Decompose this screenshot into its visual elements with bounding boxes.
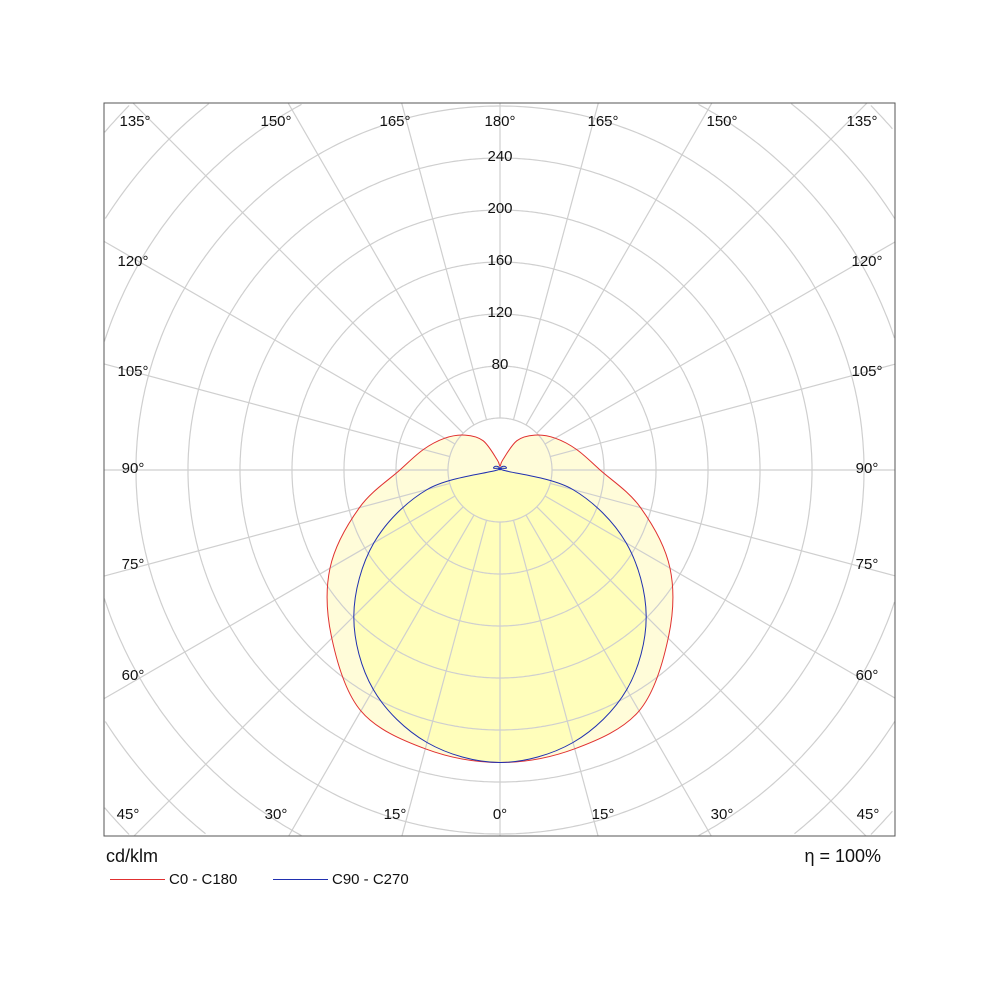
angle-label: 90° — [122, 460, 145, 477]
angle-label: 165° — [587, 113, 618, 130]
grid-spoke — [401, 520, 488, 836]
angle-label: 105° — [851, 363, 882, 380]
radial-tick-label: 200 — [487, 200, 512, 217]
angle-label: 30° — [265, 806, 288, 823]
grid-ring-400 — [104, 105, 893, 835]
angle-label: 60° — [122, 667, 145, 684]
radial-tick-label: 160 — [487, 252, 512, 269]
grid-spoke — [550, 363, 895, 458]
angle-label: 150° — [260, 113, 291, 130]
grid-spoke — [104, 363, 450, 458]
grid-spoke — [536, 506, 867, 836]
plot-frame — [103, 102, 896, 837]
grid-spoke — [104, 482, 450, 577]
grid-spoke — [512, 520, 599, 836]
angle-label: 30° — [711, 806, 734, 823]
legend-label: C90 - C270 — [332, 871, 409, 888]
grid-spoke — [550, 482, 895, 577]
grid-spoke — [133, 506, 464, 836]
angle-label: 15° — [592, 806, 615, 823]
grid-spoke — [287, 103, 475, 426]
legend-item-c0-c180: C0 - C180 — [110, 871, 237, 888]
angle-label: 180° — [484, 113, 515, 130]
radial-tick-label: 240 — [487, 148, 512, 165]
angle-label: 45° — [117, 806, 140, 823]
radial-tick-label: 120 — [487, 304, 512, 321]
grid-spoke — [512, 103, 599, 420]
angle-label: 105° — [117, 363, 148, 380]
grid-spoke — [544, 241, 895, 445]
angle-label: 120° — [851, 253, 882, 270]
angle-label: 90° — [856, 460, 879, 477]
legend-item-c90-c270: C90 - C270 — [273, 871, 409, 888]
angle-label: 135° — [846, 113, 877, 130]
angle-label: 75° — [122, 556, 145, 573]
grid-spoke — [132, 103, 464, 434]
legend-line-blue — [273, 879, 328, 880]
angle-label: 15° — [384, 806, 407, 823]
series-line-C90-C270 — [353, 465, 647, 764]
grid-ring-360 — [104, 103, 895, 835]
grid-spoke — [401, 103, 488, 420]
grid-spoke — [544, 495, 895, 699]
unit-label: cd/klm — [106, 846, 159, 866]
angle-label: 60° — [856, 667, 879, 684]
legend-line-red — [110, 879, 165, 880]
series-line-C0-C180 — [326, 434, 674, 764]
angle-label: 165° — [379, 113, 410, 130]
angle-label: 150° — [706, 113, 737, 130]
angle-label: 75° — [856, 556, 879, 573]
angle-label: 0° — [493, 806, 507, 823]
grid-spoke — [536, 103, 868, 434]
grid-spoke — [104, 495, 456, 700]
angle-label: 120° — [117, 253, 148, 270]
angle-label: 45° — [857, 806, 880, 823]
grid-spoke — [525, 514, 712, 836]
grid-spoke — [525, 103, 713, 426]
grid-ring-320 — [104, 103, 895, 836]
grid-spoke — [288, 514, 475, 836]
legend-label: C0 - C180 — [169, 871, 238, 888]
grid-spoke — [104, 240, 456, 445]
radial-tick-label: 80 — [492, 356, 509, 373]
efficiency-label: η = 100% — [804, 846, 881, 866]
angle-label: 135° — [119, 113, 150, 130]
